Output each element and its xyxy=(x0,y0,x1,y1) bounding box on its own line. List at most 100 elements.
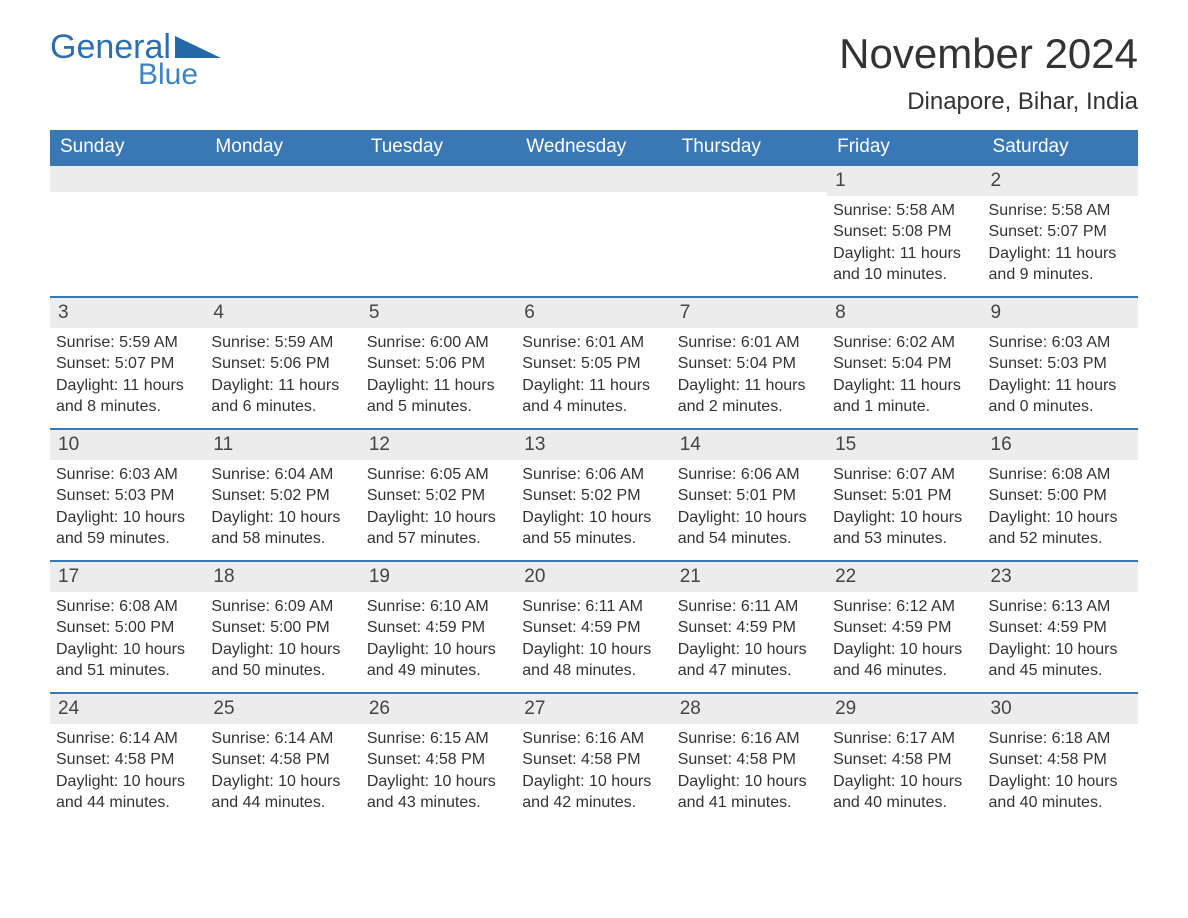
day-cell: 18Sunrise: 6:09 AMSunset: 5:00 PMDayligh… xyxy=(205,562,360,692)
day-number: 11 xyxy=(205,430,360,460)
daylight-line: Daylight: 10 hours and 40 minutes. xyxy=(989,771,1132,814)
header-saturday: Saturday xyxy=(983,130,1138,164)
sunrise-line: Sunrise: 6:12 AM xyxy=(833,596,976,618)
brand-logo: General Blue xyxy=(50,30,221,90)
day-cell: 30Sunrise: 6:18 AMSunset: 4:58 PMDayligh… xyxy=(983,694,1138,824)
daylight-line: Daylight: 10 hours and 55 minutes. xyxy=(522,507,665,550)
day-number: 25 xyxy=(205,694,360,724)
day-cell: 23Sunrise: 6:13 AMSunset: 4:59 PMDayligh… xyxy=(983,562,1138,692)
day-cell: 6Sunrise: 6:01 AMSunset: 5:05 PMDaylight… xyxy=(516,298,671,428)
sunset-line: Sunset: 4:58 PM xyxy=(522,749,665,771)
day-number: 15 xyxy=(827,430,982,460)
daylight-line: Daylight: 10 hours and 47 minutes. xyxy=(678,639,821,682)
day-cell: 8Sunrise: 6:02 AMSunset: 5:04 PMDaylight… xyxy=(827,298,982,428)
daylight-line: Daylight: 10 hours and 49 minutes. xyxy=(367,639,510,682)
day-cell: 10Sunrise: 6:03 AMSunset: 5:03 PMDayligh… xyxy=(50,430,205,560)
title-block: November 2024 Dinapore, Bihar, India xyxy=(839,30,1138,126)
day-cell xyxy=(205,166,360,296)
weeks-container: 1Sunrise: 5:58 AMSunset: 5:08 PMDaylight… xyxy=(50,164,1138,824)
sunrise-line: Sunrise: 6:09 AM xyxy=(211,596,354,618)
sunrise-line: Sunrise: 5:58 AM xyxy=(833,200,976,222)
sunrise-line: Sunrise: 6:18 AM xyxy=(989,728,1132,750)
week-row: 24Sunrise: 6:14 AMSunset: 4:58 PMDayligh… xyxy=(50,692,1138,824)
daylight-line: Daylight: 10 hours and 58 minutes. xyxy=(211,507,354,550)
sunrise-line: Sunrise: 6:10 AM xyxy=(367,596,510,618)
day-cell xyxy=(672,166,827,296)
sunset-line: Sunset: 5:03 PM xyxy=(989,353,1132,375)
daylight-line: Daylight: 10 hours and 43 minutes. xyxy=(367,771,510,814)
week-row: 3Sunrise: 5:59 AMSunset: 5:07 PMDaylight… xyxy=(50,296,1138,428)
day-cell: 19Sunrise: 6:10 AMSunset: 4:59 PMDayligh… xyxy=(361,562,516,692)
daylight-line: Daylight: 10 hours and 51 minutes. xyxy=(56,639,199,682)
day-cell: 27Sunrise: 6:16 AMSunset: 4:58 PMDayligh… xyxy=(516,694,671,824)
sunset-line: Sunset: 5:03 PM xyxy=(56,485,199,507)
day-number: 17 xyxy=(50,562,205,592)
day-number xyxy=(516,166,671,192)
daylight-line: Daylight: 10 hours and 46 minutes. xyxy=(833,639,976,682)
day-number: 9 xyxy=(983,298,1138,328)
brand-word2: Blue xyxy=(138,60,221,90)
day-number xyxy=(205,166,360,192)
week-row: 10Sunrise: 6:03 AMSunset: 5:03 PMDayligh… xyxy=(50,428,1138,560)
sunset-line: Sunset: 4:58 PM xyxy=(833,749,976,771)
daylight-line: Daylight: 11 hours and 10 minutes. xyxy=(833,243,976,286)
daylight-line: Daylight: 10 hours and 41 minutes. xyxy=(678,771,821,814)
sunrise-line: Sunrise: 6:08 AM xyxy=(56,596,199,618)
daylight-line: Daylight: 11 hours and 1 minute. xyxy=(833,375,976,418)
day-number: 12 xyxy=(361,430,516,460)
sunset-line: Sunset: 5:06 PM xyxy=(211,353,354,375)
day-number: 26 xyxy=(361,694,516,724)
day-number: 3 xyxy=(50,298,205,328)
day-cell xyxy=(361,166,516,296)
sunset-line: Sunset: 5:05 PM xyxy=(522,353,665,375)
daylight-line: Daylight: 10 hours and 59 minutes. xyxy=(56,507,199,550)
day-cell: 7Sunrise: 6:01 AMSunset: 5:04 PMDaylight… xyxy=(672,298,827,428)
day-number xyxy=(361,166,516,192)
daylight-line: Daylight: 10 hours and 40 minutes. xyxy=(833,771,976,814)
day-cell: 13Sunrise: 6:06 AMSunset: 5:02 PMDayligh… xyxy=(516,430,671,560)
sunrise-line: Sunrise: 6:03 AM xyxy=(989,332,1132,354)
daylight-line: Daylight: 11 hours and 4 minutes. xyxy=(522,375,665,418)
sunset-line: Sunset: 5:07 PM xyxy=(989,221,1132,243)
header-sunday: Sunday xyxy=(50,130,205,164)
sunrise-line: Sunrise: 6:16 AM xyxy=(522,728,665,750)
day-cell: 24Sunrise: 6:14 AMSunset: 4:58 PMDayligh… xyxy=(50,694,205,824)
day-number xyxy=(50,166,205,192)
day-number: 8 xyxy=(827,298,982,328)
calendar-header-row: Sunday Monday Tuesday Wednesday Thursday… xyxy=(50,130,1138,164)
header-friday: Friday xyxy=(827,130,982,164)
day-number: 22 xyxy=(827,562,982,592)
day-number: 7 xyxy=(672,298,827,328)
sunset-line: Sunset: 5:08 PM xyxy=(833,221,976,243)
day-cell xyxy=(516,166,671,296)
day-number: 29 xyxy=(827,694,982,724)
daylight-line: Daylight: 10 hours and 42 minutes. xyxy=(522,771,665,814)
sunset-line: Sunset: 5:01 PM xyxy=(678,485,821,507)
daylight-line: Daylight: 10 hours and 54 minutes. xyxy=(678,507,821,550)
day-cell: 9 Sunrise: 6:03 AMSunset: 5:03 PMDaylight… xyxy=(983,298,1138,428)
day-cell: 16Sunrise: 6:08 AMSunset: 5:00 PMDayligh… xyxy=(983,430,1138,560)
day-number: 2 xyxy=(983,166,1138,196)
daylight-line: Daylight: 11 hours and 8 minutes. xyxy=(56,375,199,418)
brand-triangle-icon xyxy=(175,36,221,58)
daylight-line: Daylight: 11 hours and 9 minutes. xyxy=(989,243,1132,286)
daylight-line: Daylight: 10 hours and 44 minutes. xyxy=(56,771,199,814)
header-wednesday: Wednesday xyxy=(516,130,671,164)
daylight-line: Daylight: 11 hours and 0 minutes. xyxy=(989,375,1132,418)
sunset-line: Sunset: 4:58 PM xyxy=(367,749,510,771)
daylight-line: Daylight: 10 hours and 50 minutes. xyxy=(211,639,354,682)
sunset-line: Sunset: 4:59 PM xyxy=(833,617,976,639)
sunrise-line: Sunrise: 6:04 AM xyxy=(211,464,354,486)
daylight-line: Daylight: 10 hours and 48 minutes. xyxy=(522,639,665,682)
sunrise-line: Sunrise: 6:01 AM xyxy=(678,332,821,354)
daylight-line: Daylight: 10 hours and 53 minutes. xyxy=(833,507,976,550)
day-number: 19 xyxy=(361,562,516,592)
sunrise-line: Sunrise: 6:16 AM xyxy=(678,728,821,750)
daylight-line: Daylight: 10 hours and 44 minutes. xyxy=(211,771,354,814)
sunrise-line: Sunrise: 6:11 AM xyxy=(522,596,665,618)
sunset-line: Sunset: 4:59 PM xyxy=(678,617,821,639)
day-number: 4 xyxy=(205,298,360,328)
sunrise-line: Sunrise: 6:06 AM xyxy=(522,464,665,486)
day-cell: 25Sunrise: 6:14 AMSunset: 4:58 PMDayligh… xyxy=(205,694,360,824)
day-cell: 21Sunrise: 6:11 AMSunset: 4:59 PMDayligh… xyxy=(672,562,827,692)
